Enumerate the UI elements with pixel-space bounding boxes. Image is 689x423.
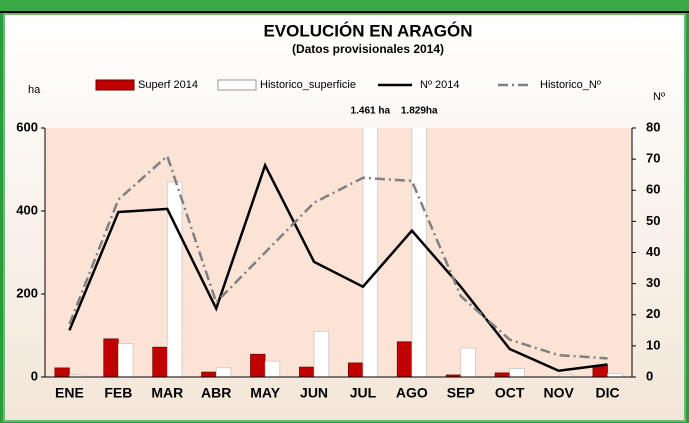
x-tick-label: NOV xyxy=(543,385,574,401)
y-tick-label: 600 xyxy=(16,119,38,134)
legend-label: Nº 2014 xyxy=(420,79,460,91)
bar xyxy=(152,346,168,377)
x-tick-label: JUL xyxy=(350,385,377,401)
bar xyxy=(250,353,266,377)
x-tick-label: AGO xyxy=(396,385,428,401)
legend-label: Superf 2014 xyxy=(138,79,198,91)
y2-tick-label: 50 xyxy=(646,213,660,228)
x-tick-label: FEB xyxy=(104,385,132,401)
bar xyxy=(313,331,330,377)
bar xyxy=(118,343,134,377)
x-tick-label: MAR xyxy=(151,385,183,401)
bar xyxy=(362,128,378,377)
y2-tick-label: 40 xyxy=(646,244,660,259)
value-label: 1.829ha xyxy=(401,106,438,117)
bar xyxy=(299,366,315,377)
x-tick-label: ENE xyxy=(55,385,84,401)
y-tick-label: 200 xyxy=(16,285,38,300)
bar xyxy=(103,338,119,377)
chart-title: EVOLUCIÓN EN ARAGÓN xyxy=(263,21,472,40)
y2-tick-label: 0 xyxy=(646,368,653,383)
bar xyxy=(347,362,364,377)
y2-tick-label: 20 xyxy=(646,306,660,321)
chart-subtitle: (Datos provisionales 2014) xyxy=(292,42,444,56)
legend-label: Historico_superficie xyxy=(260,79,356,91)
bar xyxy=(396,341,413,377)
x-tick-label: JUN xyxy=(300,385,328,401)
y-tick-label: 0 xyxy=(31,368,38,383)
plot-area xyxy=(45,128,632,377)
x-tick-label: SEP xyxy=(447,385,475,401)
bar xyxy=(494,372,511,377)
legend-swatch xyxy=(95,79,135,91)
bar xyxy=(215,367,232,377)
y2-tick-label: 30 xyxy=(646,275,660,290)
legend-label: Historico_Nº xyxy=(540,79,601,91)
x-tick-label: DIC xyxy=(595,385,619,401)
bar xyxy=(509,368,525,377)
value-label: 1.461 ha xyxy=(351,106,391,117)
top-strip xyxy=(0,0,689,12)
bar xyxy=(201,371,217,377)
x-tick-label: MAY xyxy=(250,385,280,401)
bar xyxy=(460,347,476,377)
y2-tick-label: 80 xyxy=(646,119,660,134)
y2-tick-label: 70 xyxy=(646,151,660,166)
x-tick-label: OCT xyxy=(495,385,525,401)
line-series xyxy=(68,162,608,373)
y2-axis-label: Nº xyxy=(653,91,665,103)
y-axis-label: ha xyxy=(28,84,41,96)
line-series xyxy=(68,153,608,360)
x-tick-label: ABR xyxy=(201,385,231,401)
y2-tick-label: 60 xyxy=(646,182,660,197)
y2-tick-label: 10 xyxy=(646,337,660,352)
bar xyxy=(54,367,70,377)
legend-swatch xyxy=(217,79,257,91)
bar xyxy=(264,360,281,377)
y-tick-label: 400 xyxy=(16,202,38,217)
